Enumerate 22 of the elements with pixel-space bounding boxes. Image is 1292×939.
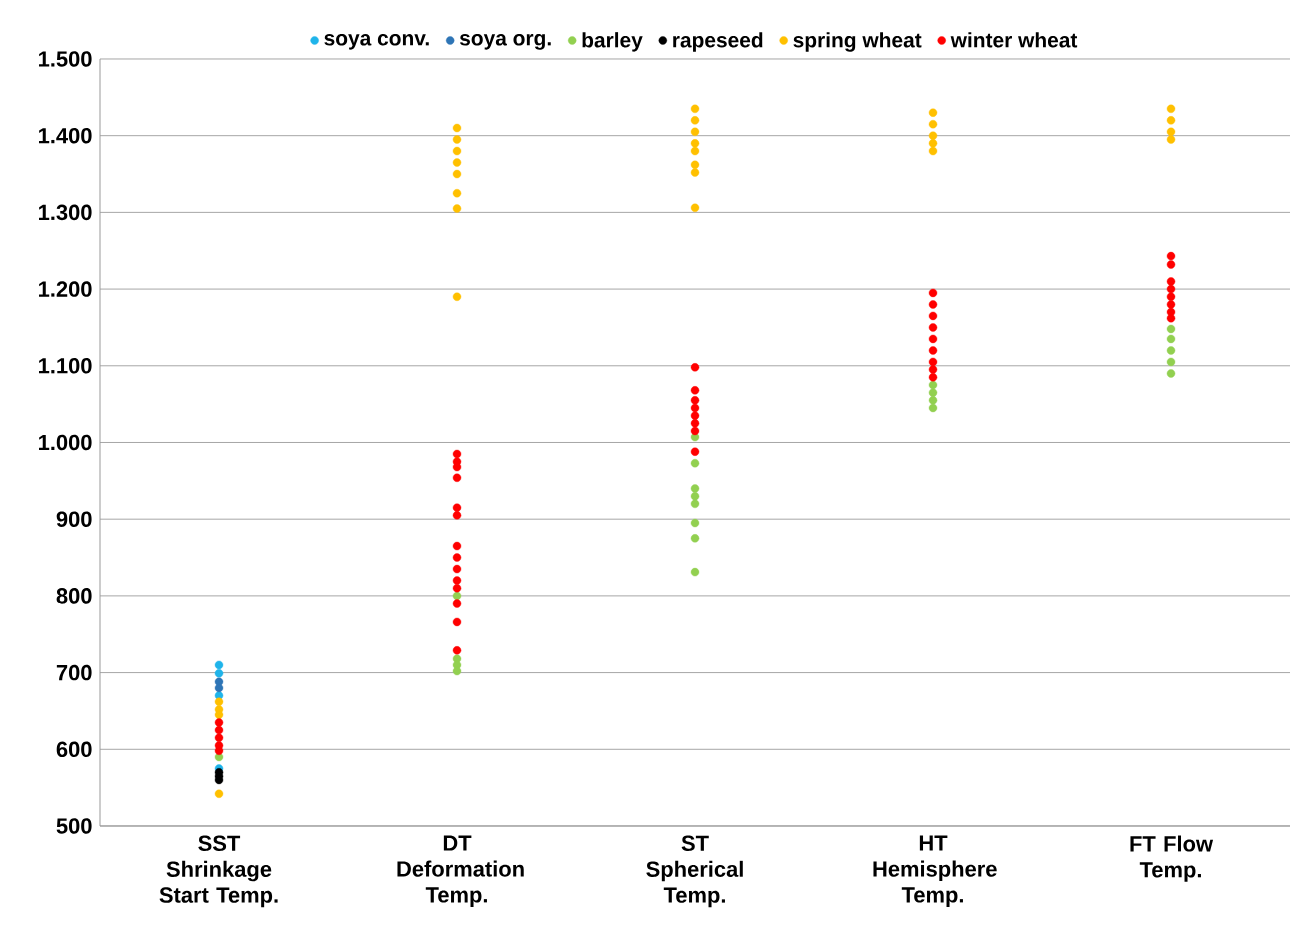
legend-label: winter wheat: [950, 32, 1078, 48]
legend-label: rapeseed: [673, 32, 763, 52]
x-tick-label: SST Shrinkage Start Temp.: [159, 835, 278, 908]
y-tick-label: 800: [56, 588, 92, 604]
y-tick-label: 500: [56, 818, 92, 834]
y-tick-label: 600: [56, 741, 92, 758]
y-tick-label: 700: [56, 664, 92, 681]
y-tick-label: 1.000: [39, 434, 92, 451]
x-tick-label: HT Hemisphere Temp.: [873, 835, 997, 907]
y-tick-label: 1.500: [39, 51, 92, 67]
y-tick-label: 1.300: [39, 204, 92, 221]
x-tick-label: ST Spherical Temp.: [646, 835, 743, 908]
y-tick-label: 1.100: [39, 358, 92, 374]
legend-label: barley: [582, 32, 643, 52]
legend-label: soya org.: [459, 34, 551, 50]
x-tick-label: FT Flow Temp.: [1130, 835, 1214, 882]
y-tick-label: 1.400: [39, 127, 92, 144]
y-tick-label: 1.200: [39, 281, 92, 297]
legend-label: spring wheat: [793, 32, 922, 52]
x-tick-label: DT Deformation Temp.: [397, 835, 524, 907]
legend-label: soya conv.: [324, 34, 429, 50]
y-tick-label: 900: [56, 511, 92, 527]
